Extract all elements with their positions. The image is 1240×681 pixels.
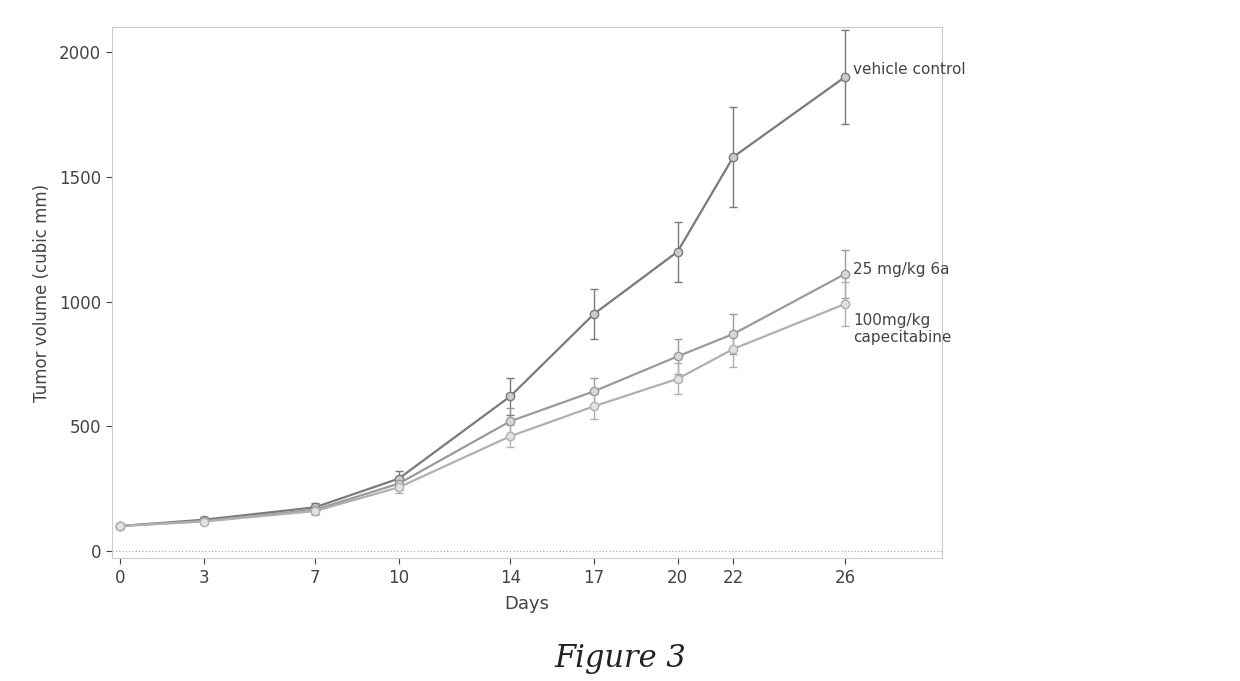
X-axis label: Days: Days	[505, 595, 549, 613]
Text: 100mg/kg
capecitabine: 100mg/kg capecitabine	[853, 313, 951, 345]
Y-axis label: Tumor volume (cubic mm): Tumor volume (cubic mm)	[32, 184, 51, 402]
Text: Figure 3: Figure 3	[554, 644, 686, 674]
Text: 25 mg/kg 6a: 25 mg/kg 6a	[853, 262, 950, 276]
Text: vehicle control: vehicle control	[853, 62, 966, 77]
